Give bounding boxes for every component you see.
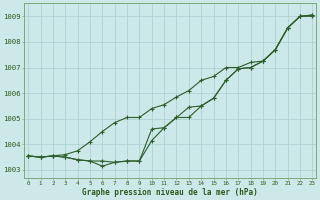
X-axis label: Graphe pression niveau de la mer (hPa): Graphe pression niveau de la mer (hPa) xyxy=(83,188,258,197)
